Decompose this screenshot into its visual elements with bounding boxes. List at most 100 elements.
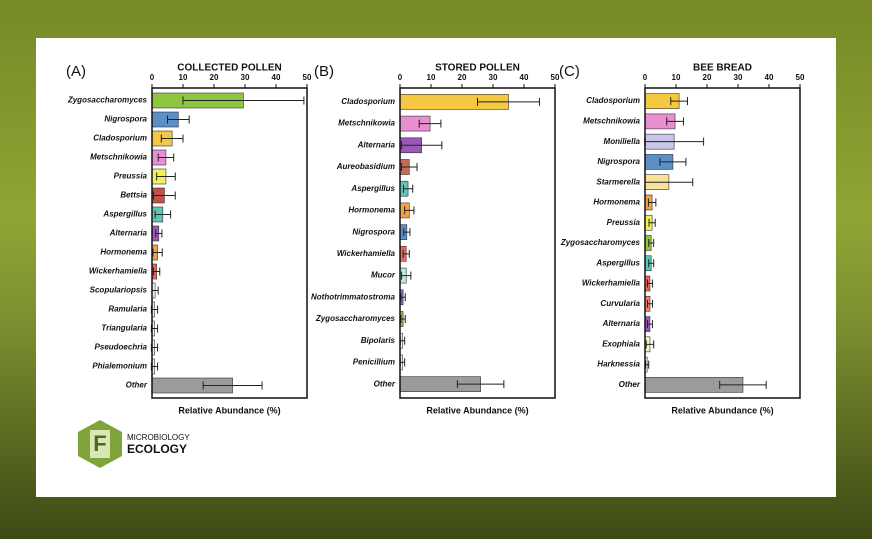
category-label: Aureobasidium (336, 162, 395, 171)
error-bar (156, 172, 176, 181)
logo-letter: F (93, 431, 106, 456)
category-label: Penicillium (353, 358, 395, 367)
category-label: Other (126, 381, 148, 390)
plot-frame (644, 87, 801, 399)
x-tick-label: 30 (489, 73, 498, 82)
x-tick-label: 0 (643, 73, 648, 82)
error-bar (401, 271, 412, 280)
category-label: Moniliella (604, 137, 641, 146)
category-label: Preussia (114, 172, 148, 181)
category-label: Nigrospora (352, 227, 395, 236)
error-bar (402, 249, 410, 258)
x-tick-label: 40 (272, 73, 281, 82)
category-label: Hormonema (348, 206, 395, 215)
category-label: Mucor (371, 271, 396, 280)
error-bar (646, 279, 653, 288)
error-bar (666, 117, 684, 126)
category-label: Triangularia (101, 324, 147, 333)
panel-label: (C) (559, 63, 580, 80)
x-tick-label: 10 (672, 73, 681, 82)
logo-box (90, 430, 110, 458)
logo-line2: ECOLOGY (127, 442, 187, 456)
category-label: Alternaria (357, 140, 396, 149)
category-label: Curvularia (600, 299, 640, 308)
category-label: Zygosaccharomyces (560, 238, 641, 247)
error-bar (182, 96, 305, 105)
x-tick-label: 30 (734, 73, 743, 82)
category-label: Cladosporium (93, 134, 147, 143)
category-label: Other (374, 379, 396, 388)
error-bar (202, 381, 263, 390)
error-bar (404, 206, 415, 215)
logo-line1: MICROBIOLOGY (127, 433, 190, 442)
category-label: Cladosporium (586, 96, 640, 105)
category-label: Preussia (607, 218, 641, 227)
error-bar (477, 97, 540, 106)
error-bar (400, 293, 406, 302)
x-tick-label: 20 (210, 73, 219, 82)
error-bar (402, 184, 414, 193)
category-label: Starmerella (596, 177, 640, 186)
x-tick-label: 50 (796, 73, 805, 82)
category-label: Nigrospora (597, 157, 640, 166)
category-label: Zygosaccharomyces (67, 96, 148, 105)
error-bar (154, 210, 172, 219)
x-tick-label: 40 (765, 73, 774, 82)
category-label: Hormonema (100, 248, 147, 257)
error-bar (400, 315, 406, 323)
error-bar (645, 340, 655, 349)
category-label: Nigrospora (104, 115, 147, 124)
panel-title: BEE BREAD (693, 63, 752, 74)
error-bar (670, 97, 688, 106)
x-tick-label: 20 (703, 73, 712, 82)
category-label: Wickerhamiella (89, 267, 148, 276)
category-label: Metschnikowia (338, 119, 395, 128)
error-bar (719, 380, 767, 389)
error-bar (403, 228, 411, 237)
x-tick-label: 20 (458, 73, 467, 82)
error-bar (401, 163, 418, 171)
error-bar (646, 299, 653, 308)
category-label: Ramularia (108, 305, 147, 314)
category-label: Aspergillus (595, 258, 640, 267)
error-bar (157, 153, 175, 162)
category-label: Alternaria (109, 229, 148, 238)
category-label: Exophiala (602, 339, 640, 348)
panel-title: COLLECTED POLLEN (177, 63, 281, 74)
error-bar (153, 191, 176, 200)
error-bar (648, 218, 656, 227)
x-axis-label: Relative Abundance (%) (178, 405, 280, 415)
category-label: Wickerhamiella (582, 279, 641, 288)
x-tick-label: 0 (398, 73, 403, 82)
error-bar (648, 239, 655, 247)
error-bar (155, 229, 163, 238)
error-bar (648, 259, 655, 268)
panel-label: (A) (66, 63, 86, 80)
category-label: Cladosporium (341, 97, 395, 106)
category-label: Wickerhamiella (337, 249, 396, 258)
category-label: Alternaria (602, 319, 641, 328)
error-bar (153, 267, 161, 276)
x-tick-label: 50 (303, 73, 312, 82)
x-axis-label: Relative Abundance (%) (671, 405, 773, 415)
category-label: Metschnikowia (90, 153, 147, 162)
category-label: Pseudoechria (95, 343, 148, 352)
category-label: Bettsia (120, 191, 147, 200)
error-bar (646, 320, 653, 329)
category-label: Aspergillus (350, 184, 395, 193)
category-label: Hormonema (593, 198, 640, 207)
plot-frame (399, 87, 556, 399)
category-label: Aspergillus (102, 210, 147, 219)
category-label: Bipolaris (361, 336, 396, 345)
error-bar (456, 380, 505, 389)
x-axis-label: Relative Abundance (%) (426, 405, 528, 415)
category-label: Harknessia (597, 360, 640, 369)
error-bar (418, 119, 442, 128)
panel-label: (B) (314, 63, 334, 80)
panel-title: STORED POLLEN (435, 63, 520, 74)
category-label: Zygosaccharomyces (315, 314, 396, 323)
x-tick-label: 30 (241, 73, 250, 82)
x-tick-label: 10 (179, 73, 188, 82)
